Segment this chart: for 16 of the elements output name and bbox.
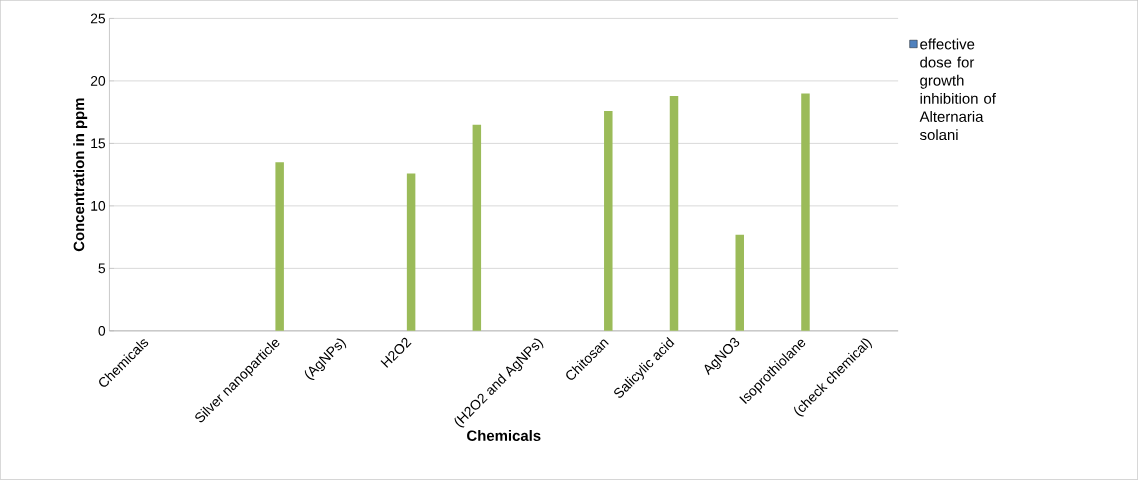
y-tick-label: 0 — [98, 326, 106, 336]
x-axis-title: Chemicals — [467, 430, 541, 442]
bar — [406, 173, 416, 332]
y-tick-label: 10 — [91, 201, 106, 211]
y-tick-label: 20 — [90, 76, 106, 86]
bar — [275, 162, 284, 332]
y-tick-label: 5 — [98, 263, 106, 274]
y-tick-label: 15 — [91, 138, 106, 149]
y-tick-label: 25 — [90, 13, 106, 24]
bar — [669, 96, 679, 332]
bar — [735, 234, 744, 332]
legend-label: effective dose for growth inhibition of Alternaria solani — [919, 38, 996, 141]
bar — [604, 111, 613, 332]
bar — [801, 93, 810, 332]
y-axis-title: Concentration in ppm — [73, 98, 88, 252]
bar — [472, 124, 482, 332]
